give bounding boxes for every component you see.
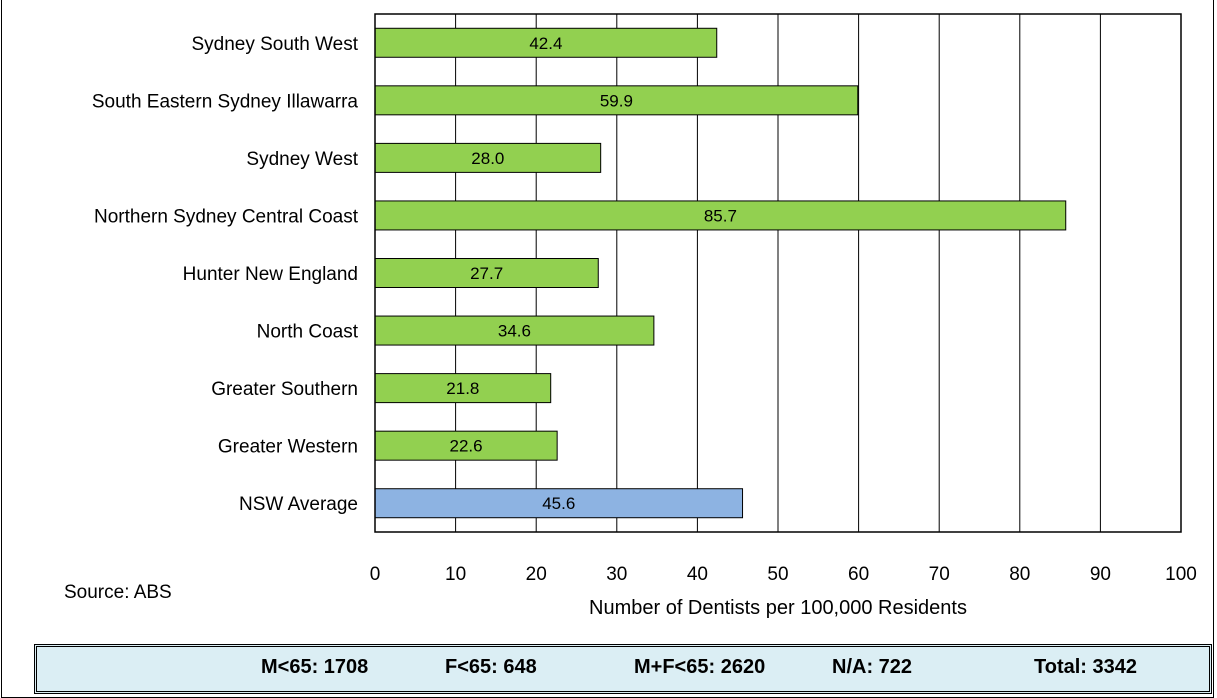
x-tick-label: 0	[370, 564, 381, 585]
bar-value-label: 27.7	[470, 264, 503, 283]
x-tick-label: 70	[929, 564, 950, 585]
bar-chart: 42.4 Sydney South West 59.9 South Eastern S…	[92, 13, 1197, 619]
stat-combined-under-65: M+F<65: 2620	[634, 656, 766, 678]
bar	[374, 200, 1067, 231]
stats-bar: M<65: 1708 F<65: 648 M+F<65: 2620 N/A: 7…	[34, 644, 1212, 694]
category-label: Greater Western	[218, 437, 358, 458]
x-tick-label: 80	[1009, 564, 1030, 585]
bar-value-label: 45.6	[542, 494, 575, 513]
bar	[374, 488, 744, 519]
bar	[374, 373, 552, 404]
category-label: Hunter New England	[183, 264, 358, 285]
stat-male-under-65: M<65: 1708	[261, 656, 369, 678]
x-tick-label: 40	[687, 564, 708, 585]
category-label: Northern Sydney Central Coast	[94, 206, 359, 227]
bar	[374, 315, 655, 346]
bar-value-label: 21.8	[446, 379, 479, 398]
bar-value-label: 34.6	[498, 322, 531, 341]
x-tick-label: 60	[848, 564, 869, 585]
bar	[374, 142, 602, 173]
bar-value-label: 42.4	[529, 34, 562, 53]
stat-not-available: N/A: 722	[832, 656, 913, 678]
bar	[374, 258, 599, 288]
source-note: Source: ABS	[64, 582, 172, 603]
stat-total: Total: 3342	[1034, 656, 1137, 678]
category-label: Greater Southern	[211, 379, 358, 400]
stat-female-under-65: F<65: 648	[445, 656, 537, 678]
bar	[374, 85, 859, 116]
x-axis-title: Number of Dentists per 100,000 Residents	[589, 597, 967, 619]
bar-value-label: 59.9	[600, 91, 633, 110]
category-label: North Coast	[257, 322, 359, 343]
bar-value-label: 85.7	[704, 206, 737, 225]
x-tick-label: 100	[1165, 564, 1197, 585]
x-tick-label: 90	[1090, 564, 1111, 585]
category-label: NSW Average	[239, 494, 358, 515]
bar-value-label: 22.6	[450, 437, 483, 456]
x-tick-label: 10	[445, 564, 466, 585]
category-label: South Eastern Sydney Illawarra	[92, 91, 359, 112]
x-tick-label: 30	[606, 564, 627, 585]
category-label: Sydney West	[246, 149, 358, 170]
x-tick-label: 50	[767, 564, 788, 585]
bar-value-label: 28.0	[471, 149, 504, 168]
plot-border	[374, 13, 1182, 533]
category-label: Sydney South West	[191, 34, 358, 55]
bar	[374, 430, 558, 461]
x-tick-label: 20	[526, 564, 547, 585]
